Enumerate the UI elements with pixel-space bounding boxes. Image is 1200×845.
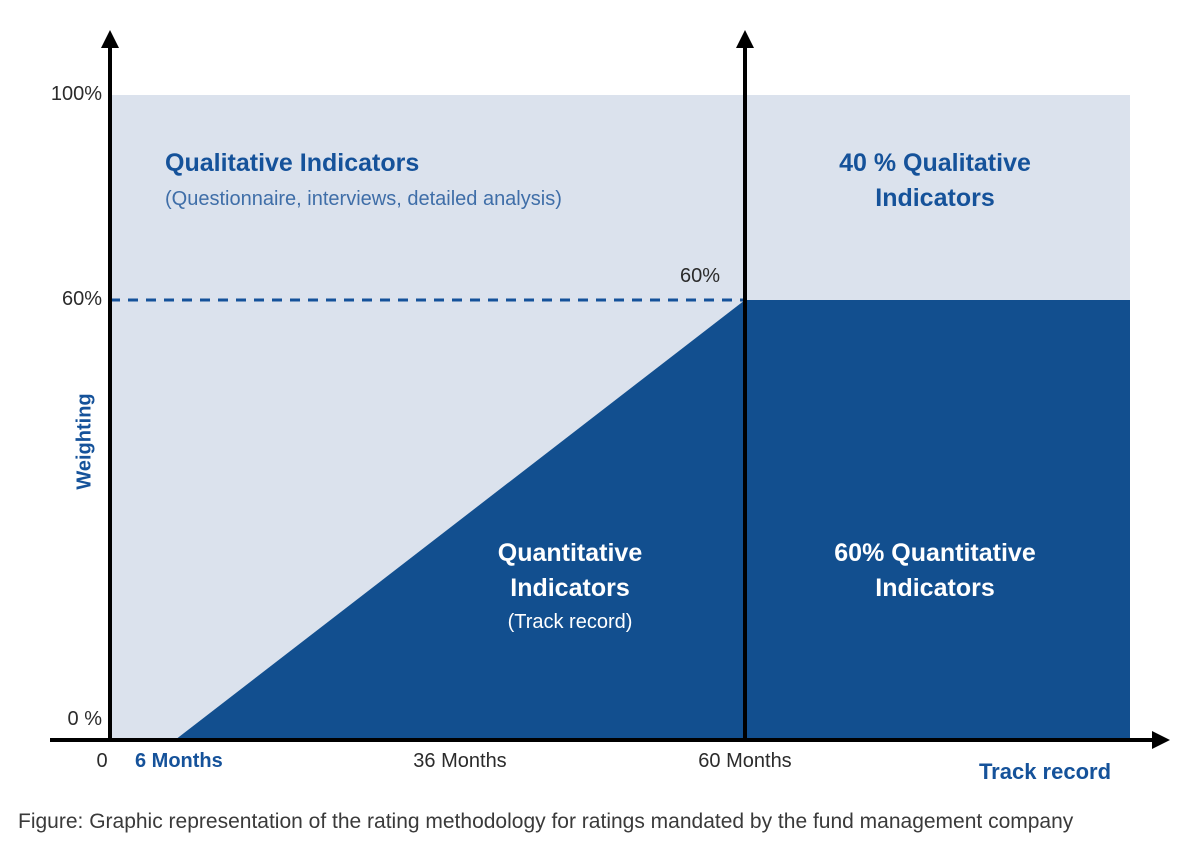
y-tick-60: 60% <box>40 288 102 311</box>
figure-caption: Figure: Graphic representation of the ra… <box>18 810 1182 834</box>
qualitative-right-line1: 40 % Qualitative <box>775 149 1095 178</box>
x-tick-6months: 6 Months <box>135 750 295 773</box>
y-axis-title: Weighting <box>74 382 97 502</box>
qualitative-left-title: Qualitative Indicators <box>165 149 419 178</box>
x-axis-title: Track record <box>915 759 1175 785</box>
x-tick-0: 0 <box>92 750 112 773</box>
chart-svg <box>0 0 1200 845</box>
quant-right-line2: Indicators <box>765 574 1105 603</box>
y-tick-0: 0 % <box>40 708 102 731</box>
quant-left-line2: Indicators <box>420 574 720 603</box>
figure-stage: 0 % 60% 100% 0 6 Months 36 Months 60 Mon… <box>0 0 1200 845</box>
qualitative-right-line2: Indicators <box>775 184 1095 213</box>
quant-left-subtitle: (Track record) <box>420 611 720 634</box>
dashed-line-label: 60% <box>680 265 720 288</box>
qualitative-left-subtitle: (Questionnaire, interviews, detailed ana… <box>165 188 562 211</box>
y-tick-100: 100% <box>40 83 102 106</box>
x-tick-60months: 60 Months <box>665 750 825 773</box>
quant-right-line1: 60% Quantitative <box>765 539 1105 568</box>
quant-left-line1: Quantitative <box>420 539 720 568</box>
x-tick-36months: 36 Months <box>380 750 540 773</box>
